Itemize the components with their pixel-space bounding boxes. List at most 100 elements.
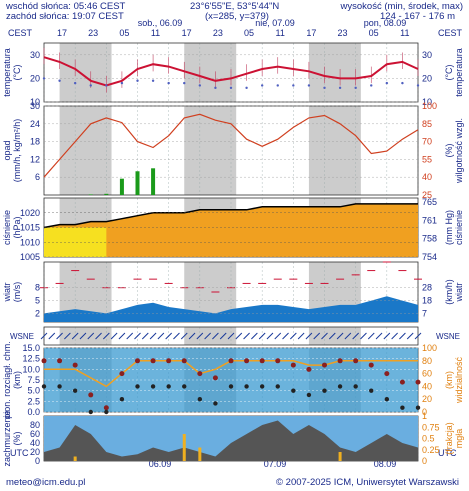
temp-ytick-left: 30 [30, 50, 40, 60]
wind-dir-arrow [87, 332, 95, 340]
night-band-temp-0 [59, 43, 112, 102]
cloud-extent-point [57, 358, 63, 364]
footer-email[interactable]: meteo@icm.edu.pl [6, 477, 86, 488]
humidity-ytick-right: 85 [422, 119, 432, 129]
wind-dir-arrow [118, 332, 126, 340]
cloud-ytick-right: 0.25 [422, 445, 440, 455]
press-ytick-left: 1005 [20, 252, 40, 262]
vis-ytick-left: 12.5 [22, 354, 40, 364]
wind-dir-arrow [328, 332, 336, 340]
night-band-precip-2 [308, 106, 361, 195]
press-ytick-left: 1020 [20, 208, 40, 218]
press-label-right: ciśnienie [454, 210, 464, 245]
cloud-extent-point [119, 371, 125, 377]
cloud-base-point [291, 388, 296, 393]
wind-dir-arrow [40, 332, 48, 340]
wind-ytick-left: 8 [35, 283, 40, 293]
cloud-base-point [197, 397, 203, 402]
dewpoint-point [151, 79, 155, 82]
dewpoint-point [198, 84, 202, 87]
cloud-extent-point [212, 375, 218, 381]
wind-dir-arrow [188, 332, 196, 340]
cloud-base-point [135, 384, 140, 389]
elevation-values: 124 - 167 - 176 m [380, 11, 455, 22]
sunset-text: zachód słońca: 19:07 CEST [6, 11, 124, 22]
cloud-extent-point [290, 362, 296, 368]
cloud-extent-point [103, 405, 109, 411]
humidity-label-right: wilgotność wzgl. [454, 118, 464, 184]
precip-bar [119, 178, 124, 195]
wind-unit-right: (km/h) [444, 279, 454, 305]
cloud-base-point [182, 384, 187, 389]
dewpoint-point [183, 81, 186, 85]
wind-dir-arrow [258, 332, 266, 340]
top-hour-label: 17 [182, 28, 192, 38]
precip-bar [104, 193, 109, 195]
top-day-label: pon, 08.09 [364, 18, 407, 28]
night-band-temp-2 [308, 43, 361, 102]
night-band-dir-2 [308, 327, 361, 345]
cloud-extent-point [228, 358, 234, 364]
wind-ytick-right: 18 [422, 296, 432, 306]
dewpoint-point [58, 79, 61, 82]
pressure-line [43, 203, 418, 229]
wind-dir-arrow [282, 332, 289, 340]
temp-ytick-right: 10 [422, 97, 432, 107]
vis-unit-right: (km) [444, 371, 454, 389]
wind-dir-arrow [305, 332, 313, 340]
cloud-ytick-left: 60 [30, 429, 40, 439]
press-ytick-right: 765 [422, 197, 437, 207]
cloud-extent-point [384, 371, 390, 377]
wind-dir-arrow [367, 332, 375, 340]
cloud-base-point [322, 388, 327, 393]
cloud-extent-point [353, 358, 359, 364]
wind-dir-arrow [204, 332, 211, 340]
night-band-dir-1 [184, 327, 237, 345]
cloud-ytick-right: 0.75 [422, 422, 440, 432]
top-hour-label: 23 [337, 28, 347, 38]
vis-ytick-right: 80 [422, 356, 432, 366]
wind-dir-arrow [414, 332, 422, 340]
dewpoint-point [292, 84, 295, 87]
press-ytick-right: 761 [422, 215, 437, 225]
fog-bar [198, 447, 202, 461]
precip-label-left: opad [2, 140, 12, 160]
press-ytick-left: 1010 [20, 237, 40, 247]
wind-dir-arrow [336, 332, 344, 340]
top-hour-label: 05 [244, 28, 254, 38]
cloud-ytick-left: 40 [30, 438, 40, 448]
wind-label-left: wiatr [2, 282, 12, 302]
wind-area [44, 296, 418, 322]
wind-dir-arrow [102, 332, 110, 340]
cloud-extent-point [244, 358, 250, 364]
pressure-area [44, 203, 418, 257]
pressure-low-area [44, 227, 107, 257]
cloud-base-point [57, 384, 62, 389]
cloud-extent-point [259, 358, 265, 364]
humidity-unit-right: (%) [444, 144, 454, 158]
wind-dir-arrow [219, 332, 227, 340]
coords-text: 23°6'55"E, 53°5'44"N [190, 1, 280, 12]
cloud-extent-point [150, 358, 156, 364]
fog-label-right: mgła [454, 429, 464, 449]
wind-dir-arrow [375, 332, 383, 340]
cloud-extent-point [415, 379, 421, 385]
humidity-ytick-right: 70 [422, 137, 432, 147]
cloud-ytick-left: 0 [35, 456, 40, 466]
humidity-ytick-right: 25 [422, 190, 432, 200]
cloud-base-point [166, 384, 171, 389]
top-day-label: nie, 07.09 [255, 18, 295, 28]
vis-ytick-left: 7.5 [27, 375, 40, 385]
dewpoint-point [307, 84, 311, 87]
cloud-base-point [150, 384, 156, 389]
precip-bar [151, 168, 156, 195]
elevation-title: wysokość (min, środek, max) [340, 1, 463, 12]
precip-ytick-left: 12 [30, 154, 40, 164]
precip-ytick-left: 30 [30, 101, 40, 111]
cloud-unit-left: (%) [12, 432, 22, 446]
cloud-extent-point [88, 392, 94, 398]
dewpoint-point [370, 84, 373, 87]
dewpoint-point [214, 86, 217, 90]
wind-dir-arrow [391, 332, 398, 340]
wind-dir-arrow [243, 332, 250, 340]
